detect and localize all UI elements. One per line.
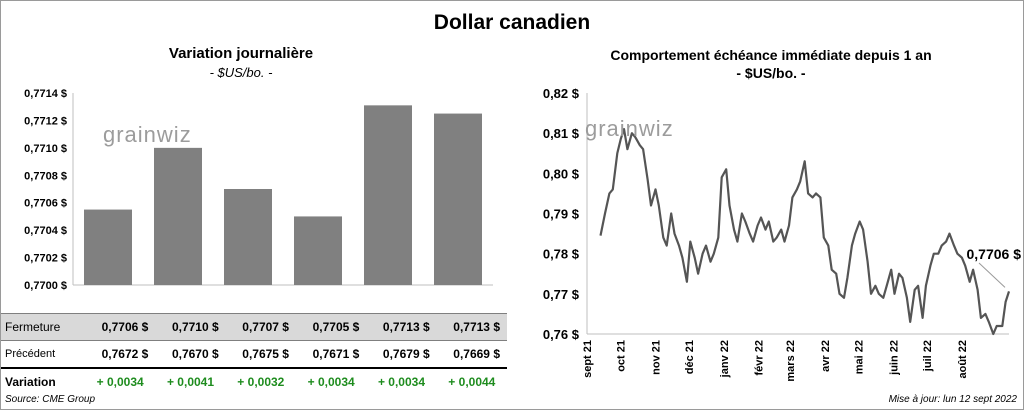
x-tick-label: juil 22 xyxy=(922,340,934,372)
table-cell: 0,7670 $ xyxy=(155,340,226,369)
table-cell: + 0,0044 xyxy=(436,367,507,395)
y-tick-label: 0,7712 $ xyxy=(24,115,67,127)
series-line xyxy=(599,128,1011,336)
y-tick-label: 0,81 $ xyxy=(543,126,580,141)
table-cell: 0,7707 $ xyxy=(225,313,296,341)
table-cell: 0,7705 $ xyxy=(295,313,367,341)
y-tick-label: 0,7704 $ xyxy=(24,225,67,237)
table-row-variation: Variation + 0,0034 + 0,0041 + 0,0032 + 0… xyxy=(1,367,507,395)
table-cell: 0,7713 $ xyxy=(366,313,437,341)
table-row-close: Fermeture 0,7706 $ 0,7710 $ 0,7707 $ 0,7… xyxy=(1,313,507,341)
x-tick-label: oct 21 xyxy=(616,340,628,372)
bar-chart: 0,7700 $ 0,7702 $ 0,7704 $ 0,7706 $ 0,7708 $… xyxy=(24,88,493,301)
table-cell: 0,7713 $ xyxy=(436,313,507,341)
y-tick-label: 0,80 $ xyxy=(543,166,580,181)
x-tick-label: mars 22 xyxy=(785,340,797,382)
bar xyxy=(364,105,412,285)
y-tick-label: 0,7710 $ xyxy=(24,143,67,155)
line-chart: 0,76 $ 0,77 $ 0,78 $ 0,79 $ 0,80 $ 0,81 $ 0,82… xyxy=(543,86,1022,382)
last-value-label: 0,7706 $ xyxy=(967,246,1022,262)
y-tick-label: 0,79 $ xyxy=(543,207,580,222)
table-cell: + 0,0034 xyxy=(85,367,156,395)
left-panel: Variation journalière - $US/bo. - 0,7700… xyxy=(1,1,507,409)
x-tick-label: janv 22 xyxy=(719,340,731,378)
y-tick-label: 0,7706 $ xyxy=(24,198,67,210)
table-cell: 0,7669 $ xyxy=(436,340,507,369)
y-tick-label: 0,7708 $ xyxy=(24,170,67,182)
x-tick-label: sept 21 xyxy=(582,340,594,378)
y-tick-label: 0,78 $ xyxy=(543,247,580,262)
grainwiz-logo-left: grainwiz xyxy=(103,122,192,147)
bar xyxy=(434,113,482,285)
page-title: Dollar canadien xyxy=(433,11,591,34)
x-tick-label: août 22 xyxy=(957,340,969,379)
x-tick-label: mars 23 xyxy=(365,299,411,301)
table-cell: + 0,0041 xyxy=(155,367,226,395)
bar xyxy=(154,147,202,285)
bar xyxy=(84,209,132,285)
table-cell: 0,7672 $ xyxy=(85,340,156,369)
update-note: Mise à jour: lun 12 sept 2022 xyxy=(888,394,1017,405)
bar xyxy=(294,216,342,285)
x-tick-label: avr 22 xyxy=(820,340,832,372)
table-cell: + 0,0032 xyxy=(225,367,296,395)
table-row-previous: Précédent 0,7672 $ 0,7670 $ 0,7675 $ 0,7… xyxy=(1,340,507,369)
x-tick-label: sept 22 xyxy=(87,299,129,301)
table-cell: 0,7679 $ xyxy=(366,340,437,369)
table-cell: 0,7706 $ xyxy=(85,313,156,341)
source-note: Source: CME Group xyxy=(5,394,96,405)
y-tick-label: 0,76 $ xyxy=(543,327,580,342)
last-value-leader xyxy=(978,262,1006,288)
left-chart-subtitle: Variation journalière xyxy=(168,45,314,62)
x-tick-label: juin 22 xyxy=(888,340,900,376)
table-cell: + 0,0034 xyxy=(366,367,437,395)
x-tick-label: nov 22 xyxy=(229,299,267,301)
row-label-variation: Variation xyxy=(1,367,85,395)
quote-table: Fermeture 0,7706 $ 0,7710 $ 0,7707 $ 0,7… xyxy=(1,313,507,395)
y-tick-label: 0,77 $ xyxy=(543,287,580,302)
table-cell: + 0,0034 xyxy=(295,367,367,395)
x-tick-label: oct 22 xyxy=(161,299,196,301)
right-chart-subtitle: Comportement échéance immédiate depuis 1… xyxy=(610,47,932,63)
x-tick-label: nov 21 xyxy=(650,340,662,375)
y-tick-label: 0,7700 $ xyxy=(24,280,67,292)
x-tick-label: déc 22 xyxy=(299,299,337,301)
row-label-previous: Précédent xyxy=(1,340,85,369)
x-tick-label: déc 21 xyxy=(684,340,696,374)
table-cell: 0,7671 $ xyxy=(295,340,367,369)
table-cell: 0,7710 $ xyxy=(155,313,226,341)
grainwiz-logo-right: grainwiz xyxy=(585,116,674,141)
x-tick-label: juin 23 xyxy=(438,299,477,301)
left-chart-unit: - $US/bo. - xyxy=(209,65,273,80)
y-tick-label: 0,7702 $ xyxy=(24,253,67,265)
x-tick-label: mai 22 xyxy=(854,340,866,374)
bar xyxy=(224,189,272,285)
y-tick-label: 0,7714 $ xyxy=(24,88,67,100)
row-label-close: Fermeture xyxy=(1,313,85,341)
y-tick-label: 0,82 $ xyxy=(543,86,580,101)
right-chart-unit: - $US/bo. - xyxy=(736,65,806,81)
table-cell: 0,7675 $ xyxy=(225,340,296,369)
x-tick-label: févr 22 xyxy=(754,340,766,375)
